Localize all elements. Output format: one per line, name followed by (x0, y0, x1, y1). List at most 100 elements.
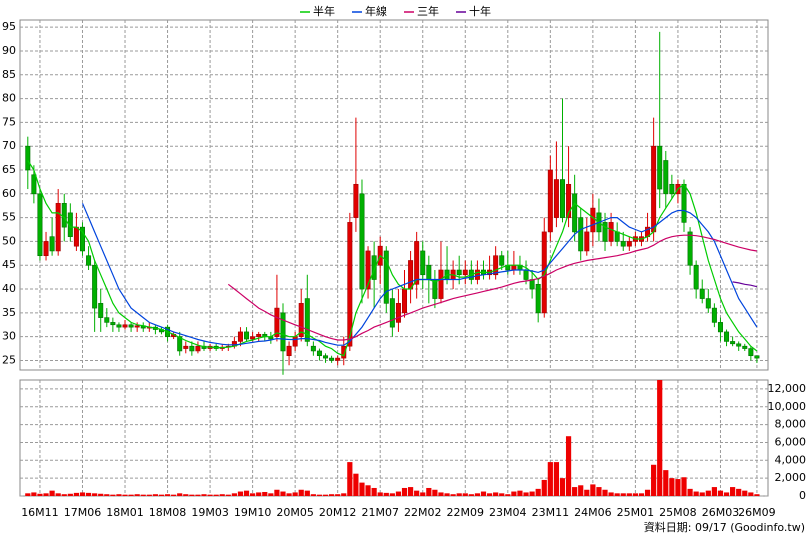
volume-bar (122, 494, 128, 496)
x-tick-label: 24M06 (574, 506, 612, 519)
x-tick-label: 23M04 (489, 506, 527, 519)
x-tick-label: 20M05 (276, 506, 314, 519)
y-tick-label: 95 (2, 20, 16, 33)
volume-bar (353, 473, 359, 496)
candle-body (237, 331, 243, 342)
volume-bar (152, 494, 158, 496)
volume-bar (146, 494, 152, 496)
candle-body (681, 183, 687, 223)
legend-label: 十年 (469, 4, 491, 18)
candle-body (699, 288, 705, 299)
volume-bar (43, 493, 49, 496)
volume-bar (250, 493, 256, 496)
candle-body (310, 345, 316, 352)
volume-bar (389, 493, 395, 496)
x-tick-label: 17M06 (64, 506, 102, 519)
volume-bar (177, 493, 183, 496)
volume-bar (511, 491, 517, 496)
candle-body (335, 357, 341, 361)
volume-bar (213, 494, 219, 496)
volume-bar (359, 482, 365, 496)
volume-bar (559, 478, 566, 496)
volume-bar (456, 493, 462, 496)
volume-bar (736, 488, 742, 496)
candle-body (104, 317, 110, 323)
candle-body (304, 298, 310, 342)
candle-body (584, 231, 590, 252)
volume-bar (687, 488, 693, 496)
volume-bar (663, 470, 669, 496)
candle-body (438, 269, 444, 299)
volume-bar (401, 487, 408, 496)
volume-bar (468, 494, 474, 496)
candle-body (456, 269, 462, 276)
volume-bar (73, 492, 80, 496)
price-frame (19, 19, 769, 371)
volume-bar (171, 494, 177, 496)
candle-body (49, 236, 55, 252)
candle-body (73, 226, 79, 247)
volume-bar (517, 490, 523, 496)
volume-bar (602, 489, 608, 496)
volume-bar (201, 494, 207, 496)
candle-body (79, 226, 85, 252)
y-tick-label: 65 (2, 163, 16, 176)
x-tick-label: 23M11 (532, 506, 570, 519)
candle-body (347, 222, 353, 347)
volume-bar (748, 492, 754, 496)
volume-bar (462, 493, 468, 496)
volume-bar (55, 493, 61, 496)
candle-body (474, 269, 480, 280)
volume-bar (286, 493, 292, 496)
volume-bar (742, 490, 748, 496)
volume-bar (620, 493, 626, 496)
volume-bar (268, 493, 274, 496)
candle-body (754, 355, 760, 359)
volume-bar (31, 492, 37, 496)
volume-bar (164, 494, 171, 496)
volume-bar (37, 493, 43, 496)
candle-body (693, 264, 699, 290)
volume-bar (572, 487, 578, 496)
candle-body (541, 231, 547, 314)
x-tick-label: 22M09 (447, 506, 485, 519)
candle-body (280, 312, 286, 352)
candle-body (602, 222, 608, 242)
candle-body (86, 255, 92, 266)
volume-bar (262, 491, 268, 496)
volume-bar (553, 462, 560, 496)
volume-bar (256, 492, 262, 496)
volume-bar (541, 479, 547, 496)
x-tick-label: 18M08 (149, 506, 187, 519)
x-tick-label: 19M10 (234, 506, 272, 519)
candle-body (183, 345, 189, 349)
volume-bar (49, 490, 55, 496)
candle-body (37, 193, 43, 257)
candle-body (110, 322, 116, 326)
candle-body (547, 169, 553, 233)
volume-bar (365, 485, 371, 496)
x-tick-label: 21M07 (361, 506, 399, 519)
candle-body (572, 193, 578, 233)
volume-bar (231, 493, 237, 496)
y-tick-label: 75 (2, 115, 16, 128)
volume-bar (754, 494, 760, 496)
legend-label: 三年 (417, 4, 439, 18)
volume-bar (335, 494, 341, 496)
candle-body (529, 279, 535, 290)
volume-bar (61, 494, 67, 496)
candle-body (43, 241, 49, 257)
volume-bar (444, 493, 450, 496)
volume-bar (189, 494, 195, 496)
volume-bar (699, 492, 705, 496)
candle-body (292, 336, 298, 347)
volume-tick-label: 8,000 (775, 418, 807, 431)
x-tick-label: 19M03 (191, 506, 229, 519)
volume-bar (219, 494, 225, 496)
volume-bar (596, 487, 602, 496)
y-tick-label: 90 (2, 44, 16, 57)
candle-body (323, 355, 329, 359)
candle-body (657, 145, 663, 190)
candle-body (359, 193, 365, 290)
candle-body (414, 241, 420, 285)
